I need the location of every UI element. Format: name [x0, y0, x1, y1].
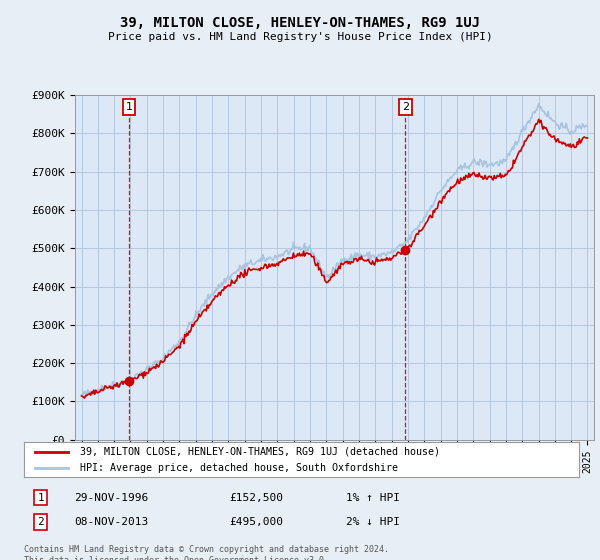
Text: £495,000: £495,000	[229, 517, 283, 527]
Text: £152,500: £152,500	[229, 493, 283, 502]
Text: 2% ↓ HPI: 2% ↓ HPI	[346, 517, 400, 527]
Text: 39, MILTON CLOSE, HENLEY-ON-THAMES, RG9 1UJ: 39, MILTON CLOSE, HENLEY-ON-THAMES, RG9 …	[120, 16, 480, 30]
Text: Price paid vs. HM Land Registry's House Price Index (HPI): Price paid vs. HM Land Registry's House …	[107, 32, 493, 42]
Text: 2: 2	[402, 102, 409, 112]
Text: 2: 2	[37, 517, 44, 527]
Text: 08-NOV-2013: 08-NOV-2013	[74, 517, 148, 527]
Text: 1% ↑ HPI: 1% ↑ HPI	[346, 493, 400, 502]
Text: 1: 1	[37, 493, 44, 502]
Text: HPI: Average price, detached house, South Oxfordshire: HPI: Average price, detached house, Sout…	[79, 463, 398, 473]
Text: 39, MILTON CLOSE, HENLEY-ON-THAMES, RG9 1UJ (detached house): 39, MILTON CLOSE, HENLEY-ON-THAMES, RG9 …	[79, 447, 439, 457]
Text: Contains HM Land Registry data © Crown copyright and database right 2024.
This d: Contains HM Land Registry data © Crown c…	[24, 545, 389, 560]
Text: 1: 1	[125, 102, 133, 112]
Text: 29-NOV-1996: 29-NOV-1996	[74, 493, 148, 502]
